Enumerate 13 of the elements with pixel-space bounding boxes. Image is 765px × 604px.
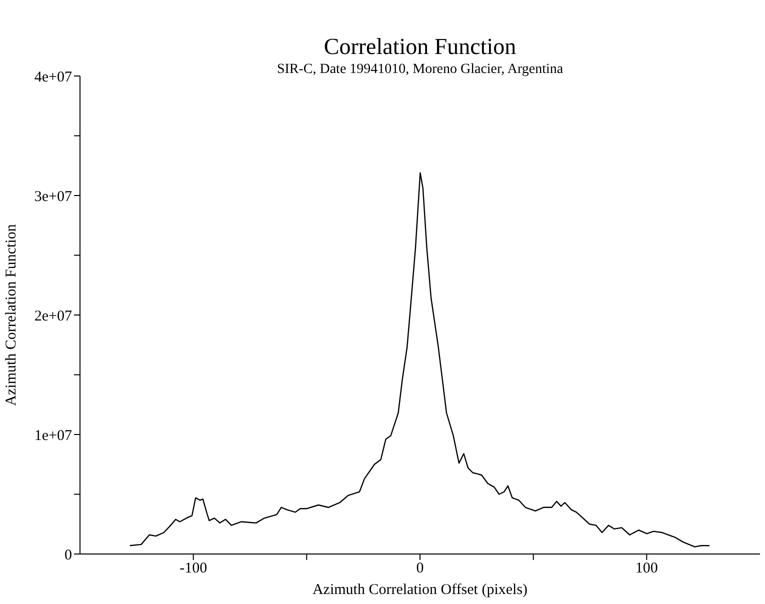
y-axis-title: Azimuth Correlation Function <box>3 224 20 406</box>
chart-title: Correlation Function <box>322 34 518 60</box>
y-tick-label: 2e+07 <box>34 308 72 324</box>
y-tick-label: 1e+07 <box>34 428 72 444</box>
x-tick-label: 0 <box>416 560 424 577</box>
y-tick-label: 3e+07 <box>34 188 72 205</box>
line-series <box>129 172 710 548</box>
y-tick-label: 0 <box>64 547 72 564</box>
chart-subtitle: SIR-C, Date 19941010, Moreno Glacier, Argentina <box>276 62 564 78</box>
x-axis-title: Azimuth Correlation Offset (pixels) <box>312 582 528 598</box>
x-tick-label: -100 <box>180 560 208 577</box>
y-tick-label: 4e+07 <box>34 69 72 86</box>
x-tick-label: 100 <box>635 560 658 577</box>
